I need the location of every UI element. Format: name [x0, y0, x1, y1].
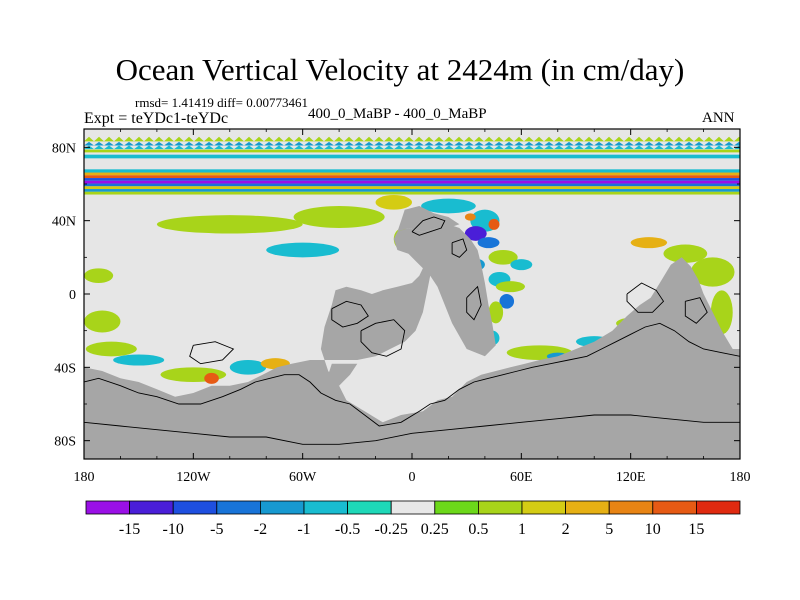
velocity-patch-30 [229, 360, 267, 375]
colorbar-label-13: 15 [688, 521, 704, 538]
colorbar-swatch-11 [565, 500, 610, 515]
coastline-1 [84, 414, 740, 445]
velocity-patch-7 [464, 226, 487, 241]
velocity-patch-24 [84, 268, 114, 283]
velocity-patch-27 [113, 354, 165, 366]
x-tick-label-0: 180 [74, 470, 95, 485]
colorbar-label-5: -0.5 [335, 521, 360, 538]
zonal-band-6 [84, 172, 740, 176]
colorbar-swatch-0 [85, 500, 130, 515]
land-mass-0 [84, 224, 740, 459]
zonal-band-13 [84, 191, 740, 195]
coastline-6 [466, 285, 482, 321]
rmsd-diff-stats: rmsd= 1.41419 diff= 0.00773461 [135, 95, 308, 110]
colorbar-label-9: 1 [518, 521, 526, 538]
zonal-band-8 [84, 178, 740, 181]
coastline-0 [84, 322, 740, 427]
colorbar-swatch-10 [521, 500, 566, 515]
velocity-patch-9 [464, 213, 476, 221]
coastline-2 [360, 319, 406, 357]
velocity-patch-26 [85, 341, 137, 357]
zonal-band-3 [84, 149, 740, 153]
velocity-patch-1 [293, 206, 385, 228]
colorbar-label-12: 10 [645, 521, 661, 538]
velocity-patch-13 [488, 250, 518, 265]
coastline-9 [189, 341, 235, 365]
x-tick-label-2: 60W [289, 470, 317, 485]
chart-title: Ocean Vertical Velocity at 2424m (in cm/… [115, 52, 685, 87]
velocity-patch-29 [204, 372, 219, 384]
velocity-patch-8 [488, 218, 500, 230]
season-label: ANN [702, 110, 735, 126]
zonal-band-12 [84, 189, 740, 192]
land-mass-1 [328, 363, 358, 386]
coastline-8 [684, 297, 708, 324]
zonal-band-4 [84, 154, 740, 159]
colorbar-swatch-3 [216, 500, 261, 515]
zonal-band-0 [84, 136, 740, 142]
colorbar-label-0: -15 [119, 521, 140, 538]
colorbar-swatch-9 [477, 500, 523, 515]
colorbar-swatch-4 [259, 500, 305, 515]
colorbar-label-4: -1 [297, 521, 310, 538]
experiment-label: Expt = teYDc1-teYDc [84, 110, 229, 127]
y-tick-label-0: 80N [52, 141, 76, 156]
zonal-band-2 [84, 145, 740, 150]
colorbar: -15 -10 -5 -2 -1 -0.5 -0.25 0.25 0.5 1 2 5 10 15 [85, 500, 741, 538]
zonal-band-1 [84, 141, 740, 146]
zonal-band-5 [84, 169, 740, 173]
velocity-patch-20 [630, 237, 668, 249]
colorbar-label-3: -2 [254, 521, 267, 538]
velocity-patch-25 [84, 310, 121, 333]
colorbar-swatch-13 [652, 500, 697, 515]
x-tick-label-1: 120W [176, 470, 211, 485]
zonal-band-11 [84, 186, 740, 190]
velocity-patch-3 [421, 198, 476, 214]
period-label: 400_0_MaBP - 400_0_MaBP [308, 106, 487, 122]
velocity-patch-17 [499, 294, 515, 309]
x-tick-label-5: 120E [616, 470, 646, 485]
colorbar-label-10: 2 [562, 521, 570, 538]
colorbar-swatch-14 [696, 500, 741, 515]
y-tick-label-3: 40S [54, 361, 76, 376]
velocity-patch-21 [663, 244, 708, 263]
x-tick-label-6: 180 [730, 470, 751, 485]
colorbar-swatch-12 [608, 500, 654, 515]
colorbar-label-6: -0.25 [375, 521, 408, 538]
colorbar-label-2: -5 [210, 521, 223, 538]
colorbar-swatch-5 [303, 500, 348, 515]
colorbar-label-7: 0.25 [421, 521, 449, 538]
colorbar-swatch-8 [434, 500, 479, 515]
colorbar-label-11: 5 [605, 521, 613, 538]
x-tick-label-3: 0 [409, 470, 416, 485]
velocity-patch-22 [690, 257, 735, 287]
map-area [84, 129, 740, 459]
colorbar-swatch-2 [172, 500, 218, 515]
velocity-patch-10 [477, 237, 500, 249]
colorbar-swatch-1 [129, 500, 174, 515]
y-tick-label-1: 40N [52, 215, 76, 230]
zonal-band-9 [84, 180, 740, 184]
coastline-7 [626, 282, 665, 313]
velocity-patch-14 [510, 259, 533, 271]
colorbar-swatch-7 [390, 500, 436, 515]
velocity-patch-2 [375, 195, 412, 210]
zonal-band-10 [84, 183, 740, 187]
colorbar-swatch-6 [347, 500, 392, 515]
axes: 180 120W 60W 0 60E 120E 180 80N 40N 0 40S 80S [52, 129, 751, 485]
velocity-patch-18 [488, 301, 504, 324]
y-tick-label-4: 80S [54, 435, 76, 450]
colorbar-label-1: -10 [163, 521, 184, 538]
coastline-5 [451, 238, 468, 258]
y-tick-label-2: 0 [69, 288, 76, 303]
coastline-3 [331, 300, 369, 328]
velocity-patch-0 [156, 215, 303, 234]
colorbar-label-8: 0.5 [468, 521, 488, 538]
velocity-patch-16 [495, 281, 525, 293]
zonal-band-7 [84, 175, 740, 179]
velocity-patch-5 [266, 242, 340, 258]
x-tick-label-4: 60E [510, 470, 533, 485]
coastline-4 [411, 216, 446, 236]
